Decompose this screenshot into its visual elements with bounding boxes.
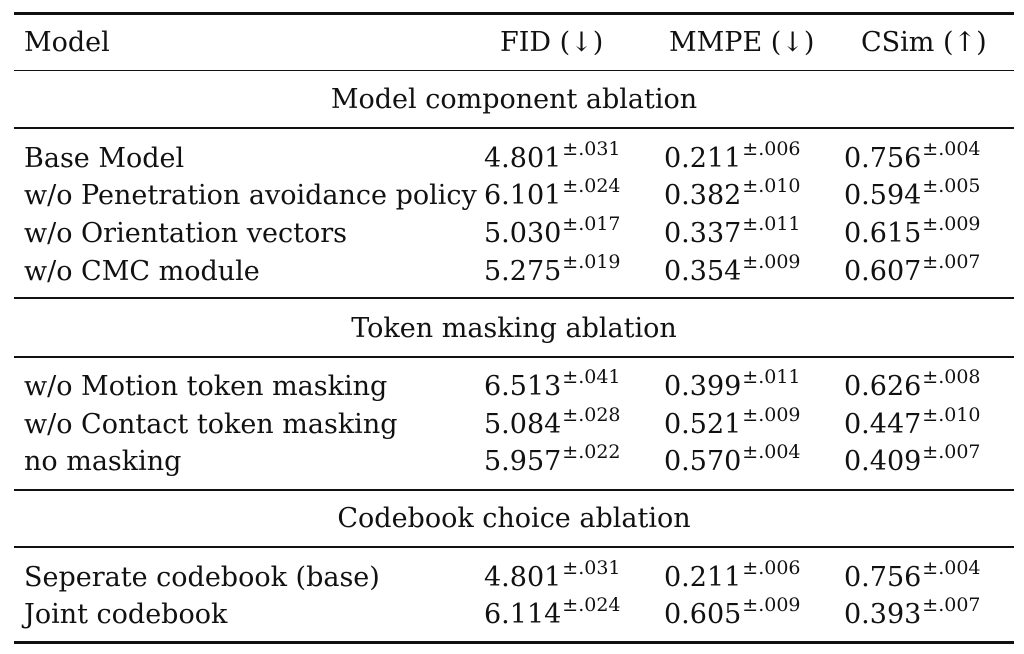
fid-std: ±.024	[562, 175, 621, 197]
mmpe-std: ±.009	[742, 404, 801, 426]
csim-std: ±.010	[922, 404, 981, 426]
model-cell: Joint codebook	[24, 599, 228, 630]
section-title: Codebook choice ablation	[337, 503, 691, 534]
mmpe-cell: 0.337±.011	[664, 213, 801, 249]
header-mmpe: MMPE (↓)	[669, 27, 815, 58]
fid-cell: 6.114±.024	[484, 594, 621, 630]
table-row: w/o Penetration avoidance policy 6.101±.…	[14, 175, 1014, 215]
bottom-rule	[14, 641, 1014, 644]
top-rule	[14, 12, 1014, 15]
model-cell: w/o Penetration avoidance policy	[24, 180, 477, 211]
header-fid: FID (↓)	[500, 27, 604, 58]
model-cell: w/o Orientation vectors	[24, 218, 347, 249]
mmpe-std: ±.011	[742, 213, 801, 235]
mmpe-cell: 0.211±.006	[664, 557, 801, 593]
fid-cell: 4.801±.031	[484, 557, 621, 593]
fid-std: ±.031	[562, 138, 621, 160]
fid-std: ±.031	[562, 557, 621, 579]
table-row: w/o Motion token masking 6.513±.041 0.39…	[14, 366, 1014, 406]
table-row: w/o Orientation vectors 5.030±.017 0.337…	[14, 213, 1014, 253]
mmpe-cell: 0.382±.010	[664, 175, 801, 211]
header-rule	[14, 70, 1014, 71]
csim-cell: 0.409±.007	[844, 441, 981, 477]
section-rule	[14, 546, 1014, 548]
fid-std: ±.024	[562, 594, 621, 616]
table-row: w/o Contact token masking 5.084±.028 0.5…	[14, 404, 1014, 444]
section-title: Token masking ablation	[351, 313, 677, 344]
csim-cell: 0.393±.007	[844, 594, 981, 630]
section-rule	[14, 489, 1014, 491]
section-rule	[14, 297, 1014, 299]
mmpe-std: ±.011	[742, 366, 801, 388]
mmpe-std: ±.006	[742, 557, 801, 579]
header-csim: CSim (↑)	[861, 27, 987, 58]
fid-cell: 4.801±.031	[484, 138, 621, 174]
mmpe-cell: 0.399±.011	[664, 366, 801, 402]
mmpe-cell: 0.570±.004	[664, 441, 801, 477]
mmpe-std: ±.009	[742, 251, 801, 273]
section-rule	[14, 356, 1014, 358]
table-row: Seperate codebook (base) 4.801±.031 0.21…	[14, 557, 1014, 597]
csim-std: ±.007	[922, 594, 981, 616]
fid-std: ±.019	[562, 251, 621, 273]
mmpe-std: ±.009	[742, 594, 801, 616]
table-row: no masking 5.957±.022 0.570±.004 0.409±.…	[14, 441, 1014, 481]
section-rule	[14, 127, 1014, 129]
fid-std: ±.028	[562, 404, 621, 426]
fid-cell: 5.084±.028	[484, 404, 621, 440]
csim-cell: 0.615±.009	[844, 213, 981, 249]
section-title: Model component ablation	[330, 84, 698, 115]
header-model: Model	[24, 27, 110, 58]
fid-std: ±.041	[562, 366, 621, 388]
csim-std: ±.007	[922, 441, 981, 463]
mmpe-std: ±.006	[742, 138, 801, 160]
fid-cell: 5.275±.019	[484, 251, 621, 287]
csim-std: ±.008	[922, 366, 981, 388]
model-cell: Seperate codebook (base)	[24, 562, 380, 593]
csim-cell: 0.447±.010	[844, 404, 981, 440]
fid-cell: 6.513±.041	[484, 366, 621, 402]
table-row: w/o CMC module 5.275±.019 0.354±.009 0.6…	[14, 251, 1014, 291]
header-row: Model FID (↓) MMPE (↓) CSim (↑)	[14, 24, 1014, 62]
csim-std: ±.004	[922, 557, 981, 579]
mmpe-std: ±.004	[742, 441, 801, 463]
csim-std: ±.007	[922, 251, 981, 273]
mmpe-cell: 0.521±.009	[664, 404, 801, 440]
csim-cell: 0.756±.004	[844, 557, 981, 593]
csim-cell: 0.626±.008	[844, 366, 981, 402]
model-cell: w/o Motion token masking	[24, 371, 388, 402]
mmpe-cell: 0.605±.009	[664, 594, 801, 630]
mmpe-cell: 0.211±.006	[664, 138, 801, 174]
csim-std: ±.009	[922, 213, 981, 235]
table-row: Base Model 4.801±.031 0.211±.006 0.756±.…	[14, 138, 1014, 178]
mmpe-std: ±.010	[742, 175, 801, 197]
csim-std: ±.004	[922, 138, 981, 160]
mmpe-cell: 0.354±.009	[664, 251, 801, 287]
model-cell: Base Model	[24, 143, 185, 174]
csim-cell: 0.594±.005	[844, 175, 981, 211]
fid-cell: 5.957±.022	[484, 441, 621, 477]
model-cell: w/o CMC module	[24, 256, 260, 287]
fid-cell: 5.030±.017	[484, 213, 621, 249]
csim-cell: 0.756±.004	[844, 138, 981, 174]
csim-cell: 0.607±.007	[844, 251, 981, 287]
fid-std: ±.017	[562, 213, 621, 235]
fid-std: ±.022	[562, 441, 621, 463]
table-row: Joint codebook 6.114±.024 0.605±.009 0.3…	[14, 594, 1014, 634]
fid-cell: 6.101±.024	[484, 175, 621, 211]
model-cell: w/o Contact token masking	[24, 409, 398, 440]
model-cell: no masking	[24, 446, 182, 477]
csim-std: ±.005	[922, 175, 981, 197]
